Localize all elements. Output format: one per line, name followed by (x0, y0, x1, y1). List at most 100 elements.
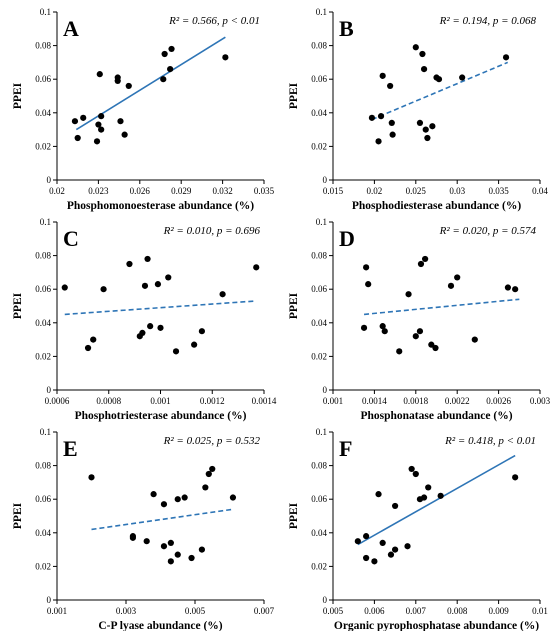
x-tick-label: 0.008 (447, 606, 468, 616)
data-point (512, 286, 519, 293)
y-tick-label: 0.08 (311, 461, 327, 471)
chart-panel-c: 0 0.02 0.04 0.06 0.08 0.1 0.0006 0.0008 0.001 0.0… (12, 217, 277, 422)
stats-annotation: R² = 0.418, p < 0.01 (444, 435, 536, 447)
data-point (167, 539, 174, 546)
y-tick-label: 0.02 (311, 561, 327, 571)
data-point (93, 138, 101, 145)
data-point (387, 82, 394, 90)
data-point (74, 134, 81, 142)
y-tick-label: 0.06 (35, 284, 51, 294)
panel-label: C (63, 226, 79, 251)
y-tick-label: 0 (323, 595, 328, 605)
data-point (404, 543, 411, 550)
data-point (167, 66, 174, 73)
data-point (253, 264, 260, 271)
y-tick-label: 0 (323, 175, 328, 185)
x-tick-label: 0.035 (254, 186, 275, 196)
data-point (512, 474, 519, 481)
x-tick-label: 0.02 (49, 186, 65, 196)
x-tick-label: 0.023 (88, 186, 109, 196)
y-tick-label: 0.02 (35, 141, 51, 151)
y-axis-title: PPEI (288, 502, 300, 529)
data-point (61, 284, 68, 291)
data-point (375, 491, 382, 498)
stats-annotation: R² = 0.566, p < 0.01 (168, 15, 260, 27)
x-tick-label: 0.03 (449, 186, 465, 196)
data-point (143, 538, 150, 545)
data-point (198, 546, 205, 553)
data-point (422, 126, 429, 133)
y-tick-label: 0.02 (311, 141, 327, 151)
x-tick-label: 0.001 (47, 606, 67, 616)
x-axis-title: Phosphotriesterase abundance (%) (75, 410, 247, 422)
chart-panel-d: 0 0.02 0.04 0.06 0.08 0.1 0.001 0.0014 0.0018 0.0… (288, 217, 550, 422)
stats-annotation: R² = 0.010, p = 0.696 (163, 225, 261, 237)
x-axis-title: Phosphonatase abundance (%) (360, 410, 512, 422)
data-point (125, 82, 132, 90)
data-point (502, 54, 510, 61)
data-point (205, 470, 212, 478)
x-tick-label: 0.009 (488, 606, 509, 616)
data-point (419, 50, 426, 58)
y-tick-label: 0 (47, 175, 52, 185)
y-tick-label: 0.1 (316, 427, 327, 437)
data-point (354, 538, 361, 545)
data-point (141, 282, 149, 289)
chart-panel-a: 00.020.040.060.080.10.02 0.023 0.026 0.029 0… (12, 7, 275, 212)
panel-label: F (339, 436, 352, 461)
y-axis-title: PPEI (288, 82, 300, 109)
data-point (114, 77, 121, 84)
data-point (139, 329, 146, 336)
data-point (80, 114, 87, 121)
x-tick-label: 0.035 (488, 186, 509, 196)
chart-panel-e: 0 0.02 0.04 0.06 0.08 0.1 0.001 0.003 0.005 0.007… (12, 427, 275, 631)
y-tick-label: 0.04 (35, 318, 51, 328)
data-point (129, 534, 136, 541)
y-tick-label: 0 (47, 385, 52, 395)
x-axis-title: Phosphomonoesterase abundance (%) (67, 200, 254, 212)
y-axis-title: PPEI (12, 292, 24, 319)
y-tick-label: 0.08 (311, 41, 327, 51)
x-axis-title: Organic pyrophosphatase abundance (%) (334, 620, 539, 631)
y-axis-title: PPEI (12, 82, 24, 109)
data-point (363, 533, 370, 540)
chart-panel-b: 0 0.02 0.04 0.06 0.08 0.1 0.015 0.02 0.025 0.03 0.… (288, 7, 548, 212)
x-tick-label: 0.029 (171, 186, 192, 196)
data-point (416, 328, 424, 335)
y-tick-label: 0.04 (35, 108, 51, 118)
trend-line (91, 508, 234, 531)
data-point (360, 324, 368, 331)
y-tick-label: 0 (47, 595, 52, 605)
data-point (408, 465, 415, 473)
data-point (381, 328, 388, 335)
data-point (198, 328, 205, 335)
data-point (147, 323, 154, 330)
x-tick-label: 0.0014 (362, 396, 387, 406)
data-point (117, 118, 124, 125)
data-point (191, 341, 198, 348)
data-point (371, 558, 378, 565)
data-point (379, 539, 386, 546)
data-point (459, 74, 466, 81)
data-point (167, 558, 174, 565)
y-tick-label: 0.1 (316, 217, 327, 227)
chart-panel-f: 0 0.02 0.04 0.06 0.08 0.1 0.005 0.006 0.007 0.008… (288, 427, 548, 631)
data-point (172, 348, 180, 355)
data-point (435, 76, 443, 83)
y-tick-label: 0.1 (316, 7, 327, 17)
trend-line (357, 454, 516, 546)
data-point (161, 50, 168, 58)
x-tick-label: 0.015 (323, 186, 344, 196)
x-tick-label: 0.007 (406, 606, 427, 616)
data-point (377, 113, 385, 120)
data-point (174, 551, 181, 558)
data-point (174, 496, 181, 503)
x-tick-label: 0.006 (364, 606, 385, 616)
data-point (388, 119, 395, 126)
data-point (416, 119, 424, 126)
x-tick-label: 0.0006 (45, 396, 70, 406)
y-tick-label: 0.06 (311, 74, 327, 84)
data-point (389, 131, 396, 138)
x-tick-label: 0.02 (367, 186, 383, 196)
stats-annotation: R² = 0.194, p = 0.068 (439, 15, 537, 27)
